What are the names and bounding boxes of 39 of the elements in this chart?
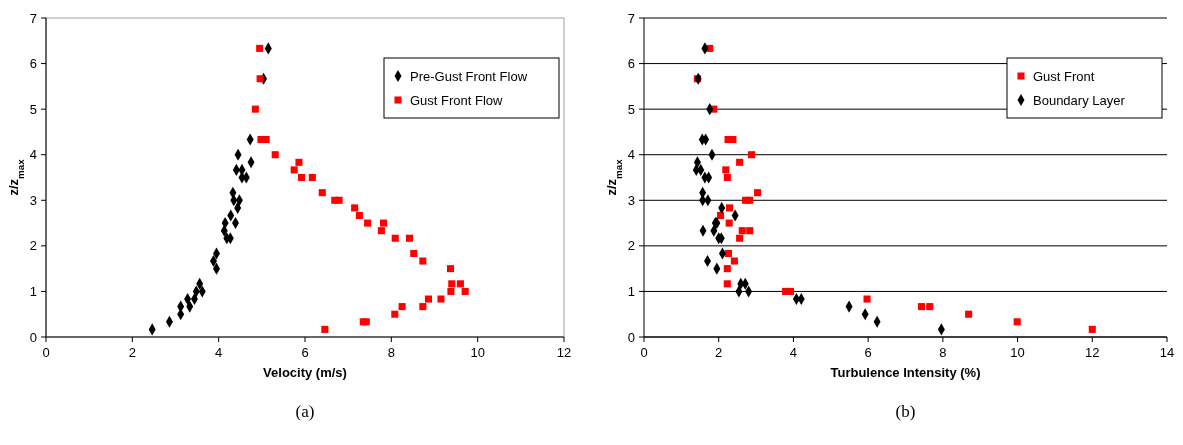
x-tick-label: 12 <box>556 345 572 360</box>
y-tick-label: 6 <box>29 56 37 72</box>
x-axis-title: Turbulence Intensity (%) <box>830 365 981 380</box>
y-tick-label: 2 <box>627 238 635 254</box>
y-tick-label: 3 <box>627 192 635 208</box>
x-tick-label: 14 <box>1159 345 1175 360</box>
y-tick-label: 7 <box>29 10 37 26</box>
legend-label: Gust Front <box>1033 68 1095 84</box>
y-tick-label: 3 <box>29 192 37 208</box>
x-tick-label: 0 <box>42 345 50 360</box>
y-tick-label: 5 <box>29 101 37 117</box>
x-tick-label: 4 <box>789 345 798 360</box>
text: (a) <box>295 402 315 421</box>
x-tick-label: 0 <box>640 345 648 360</box>
x-tick-label: 10 <box>470 345 485 360</box>
x-tick-label: 8 <box>387 345 395 360</box>
y-tick-label: 6 <box>627 56 635 72</box>
y-tick-label: 4 <box>29 147 37 163</box>
y-tick-label: 5 <box>627 101 635 117</box>
x-tick-label: 6 <box>864 345 872 360</box>
x-tick-label: 6 <box>301 345 309 360</box>
y-tick-label: 1 <box>29 283 37 299</box>
x-tick-label: 12 <box>1085 345 1100 360</box>
y-tick-label: 2 <box>29 238 37 254</box>
text: (b) <box>895 402 916 421</box>
x-axis-title: Velocity (m/s) <box>263 365 347 380</box>
y-tick-label: 0 <box>627 329 635 345</box>
x-tick-label: 10 <box>1010 345 1025 360</box>
y-tick-label: 0 <box>29 329 37 345</box>
x-tick-label: 2 <box>128 345 136 360</box>
x-tick-label: 4 <box>215 345 223 360</box>
x-tick-label: 8 <box>939 345 947 360</box>
legend-label: Boundary Layer <box>1033 92 1126 108</box>
legend-label: Gust Front Flow <box>410 92 504 108</box>
legend-label: Pre-Gust Front Flow <box>410 68 528 84</box>
y-tick-label: 1 <box>627 283 635 299</box>
y-tick-label: 7 <box>627 10 635 26</box>
y-tick-label: 4 <box>627 147 635 163</box>
x-tick-label: 2 <box>715 345 723 360</box>
